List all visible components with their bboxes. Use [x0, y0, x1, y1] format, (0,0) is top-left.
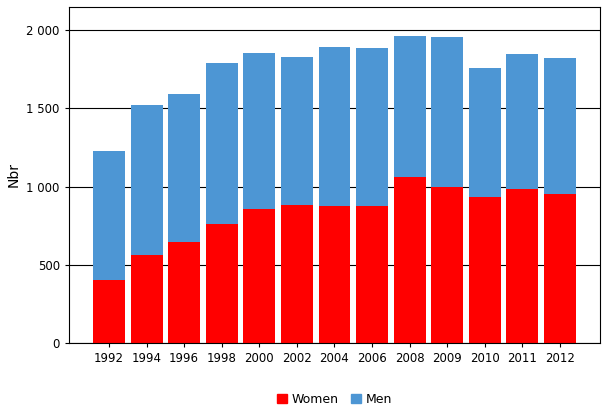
Legend: Women, Men: Women, Men [273, 389, 396, 410]
Bar [544, 194, 576, 343]
Bar [168, 242, 200, 343]
Bar [93, 150, 125, 280]
Bar [469, 68, 501, 197]
Bar [93, 280, 125, 343]
Bar [319, 206, 350, 343]
Bar [243, 209, 276, 343]
Bar [319, 47, 350, 206]
Bar [168, 94, 200, 242]
Bar [356, 206, 388, 343]
Bar [131, 104, 163, 255]
Bar [281, 205, 313, 343]
Bar [431, 186, 463, 343]
Bar [356, 48, 388, 206]
Bar [469, 197, 501, 343]
Bar [206, 224, 238, 343]
Bar [394, 36, 426, 177]
Bar [206, 63, 238, 224]
Bar [506, 189, 538, 343]
Bar [506, 54, 538, 189]
Bar [544, 59, 576, 194]
Bar [431, 37, 463, 186]
Bar [394, 177, 426, 343]
Bar [281, 57, 313, 205]
Bar [131, 255, 163, 343]
Y-axis label: Nbr: Nbr [7, 162, 21, 187]
Bar [243, 53, 276, 209]
